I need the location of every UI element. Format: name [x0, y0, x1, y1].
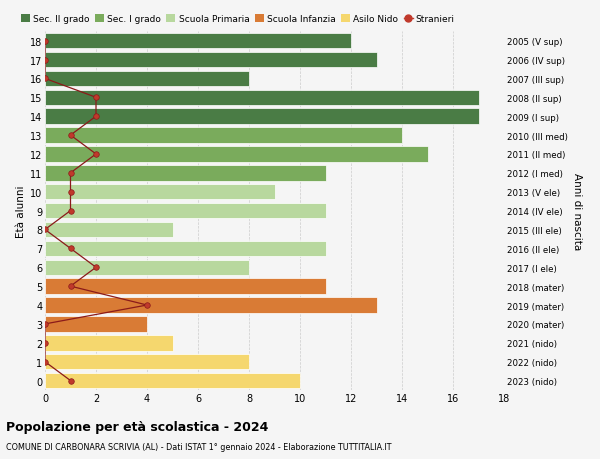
- Bar: [45, 260, 249, 275]
- Legend: Sec. II grado, Sec. I grado, Scuola Primaria, Scuola Infanzia, Asilo Nido, Stran: Sec. II grado, Sec. I grado, Scuola Prim…: [21, 15, 455, 24]
- Bar: [45, 72, 249, 87]
- Y-axis label: Età alunni: Età alunni: [16, 185, 26, 237]
- Bar: [45, 185, 275, 200]
- Bar: [45, 109, 479, 125]
- Bar: [45, 241, 325, 257]
- Bar: [45, 53, 377, 68]
- Bar: [45, 90, 479, 106]
- Bar: [45, 297, 377, 313]
- Bar: [45, 354, 249, 369]
- Bar: [45, 166, 325, 181]
- Bar: [45, 34, 351, 49]
- Bar: [45, 203, 325, 219]
- Bar: [45, 147, 427, 162]
- Bar: [45, 128, 402, 144]
- Bar: [45, 316, 147, 332]
- Text: Popolazione per età scolastica - 2024: Popolazione per età scolastica - 2024: [6, 420, 268, 433]
- Text: COMUNE DI CARBONARA SCRIVIA (AL) - Dati ISTAT 1° gennaio 2024 - Elaborazione TUT: COMUNE DI CARBONARA SCRIVIA (AL) - Dati …: [6, 442, 392, 451]
- Bar: [45, 373, 300, 388]
- Bar: [45, 279, 325, 294]
- Bar: [45, 336, 173, 351]
- Y-axis label: Anni di nascita: Anni di nascita: [572, 173, 581, 250]
- Bar: [45, 222, 173, 238]
